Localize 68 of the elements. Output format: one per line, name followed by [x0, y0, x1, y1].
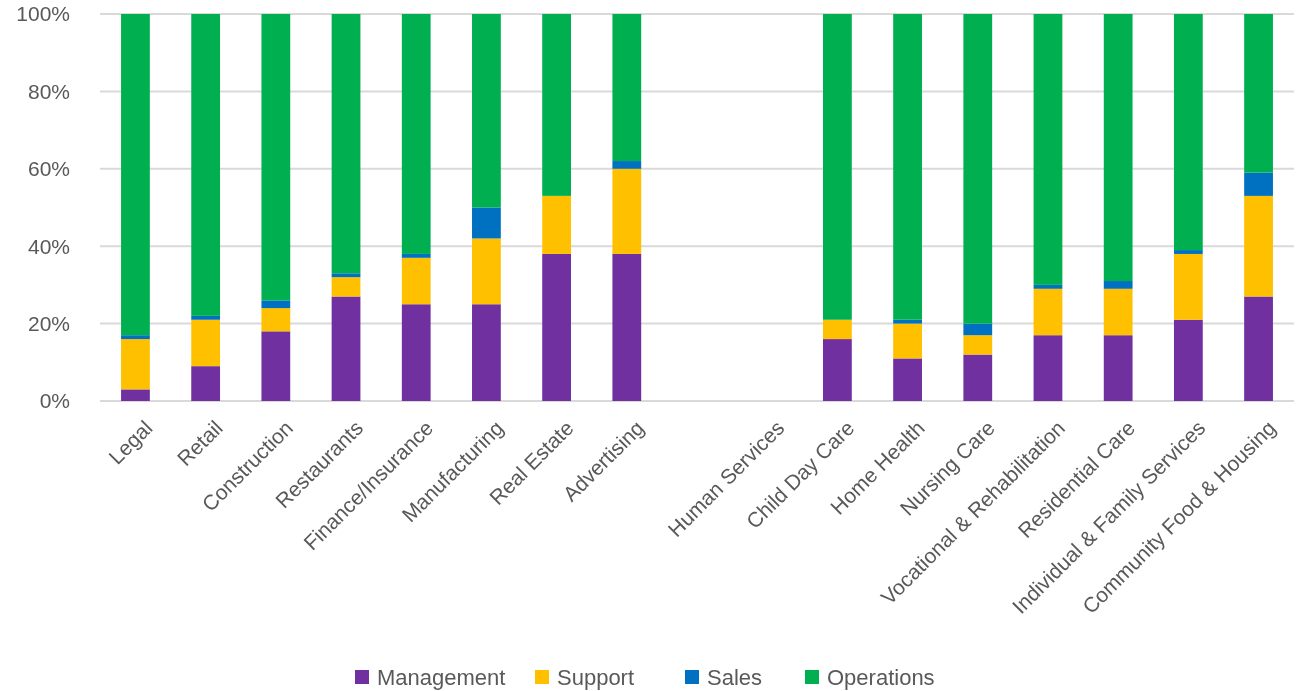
- bar: [331, 273, 361, 278]
- bar: [261, 331, 291, 401]
- bar: [191, 366, 221, 401]
- legend-label: Management: [377, 664, 506, 690]
- bar: [472, 304, 501, 401]
- legend-label: Operations: [827, 664, 935, 690]
- bar: [963, 354, 993, 401]
- bar: [1173, 253, 1203, 320]
- bar: [1244, 14, 1273, 173]
- bar: [1103, 14, 1133, 282]
- bar: [612, 168, 642, 254]
- bar: [823, 14, 852, 320]
- bar: [963, 14, 993, 324]
- bar: [542, 253, 571, 401]
- y-tick-label: 40%: [27, 234, 70, 258]
- bar: [893, 358, 922, 401]
- bar: [542, 195, 571, 254]
- bar: [963, 335, 993, 355]
- y-tick-label: 80%: [27, 79, 70, 103]
- bar: [1173, 250, 1203, 254]
- bar: [1103, 335, 1133, 401]
- bar: [331, 14, 361, 274]
- bar: [1244, 195, 1273, 297]
- bar: [963, 323, 993, 336]
- bar: [472, 14, 501, 208]
- y-tick-label: 0%: [39, 389, 70, 413]
- bar: [401, 14, 431, 254]
- bar: [823, 339, 852, 401]
- bar: [472, 238, 501, 305]
- bar: [1103, 281, 1133, 289]
- bar: [331, 296, 361, 401]
- bar: [121, 339, 150, 390]
- bar: [401, 304, 431, 401]
- bar: [472, 207, 501, 239]
- bar: [261, 308, 291, 332]
- bar: [1033, 335, 1063, 401]
- bar: [191, 14, 221, 316]
- y-tick-label: 100%: [16, 2, 70, 26]
- bar: [191, 319, 221, 367]
- bar: [893, 323, 922, 359]
- bar: [1244, 296, 1273, 401]
- y-tick-label: 20%: [27, 311, 70, 335]
- legend-label: Sales: [707, 664, 763, 690]
- bar: [893, 319, 922, 324]
- bar: [121, 389, 150, 401]
- bar: [612, 161, 642, 169]
- y-tick-label: 60%: [27, 157, 70, 181]
- bar: [1244, 172, 1273, 196]
- bar: [331, 277, 361, 297]
- bar: [191, 315, 221, 320]
- bar: [121, 335, 150, 340]
- bar: [1173, 319, 1203, 401]
- bar: [1033, 288, 1063, 336]
- bar: [542, 14, 571, 196]
- bar: [121, 14, 150, 336]
- bar: [401, 253, 431, 258]
- bar: [612, 253, 642, 401]
- bar: [1033, 284, 1063, 289]
- bar: [401, 257, 431, 305]
- bar: [1103, 288, 1133, 336]
- bar: [261, 300, 291, 309]
- bar: [1173, 14, 1203, 251]
- legend-label: Support: [557, 664, 635, 690]
- bar: [261, 14, 291, 301]
- bar: [612, 14, 642, 162]
- bar: [823, 319, 852, 340]
- bar: [893, 14, 922, 320]
- bar: [1033, 14, 1063, 285]
